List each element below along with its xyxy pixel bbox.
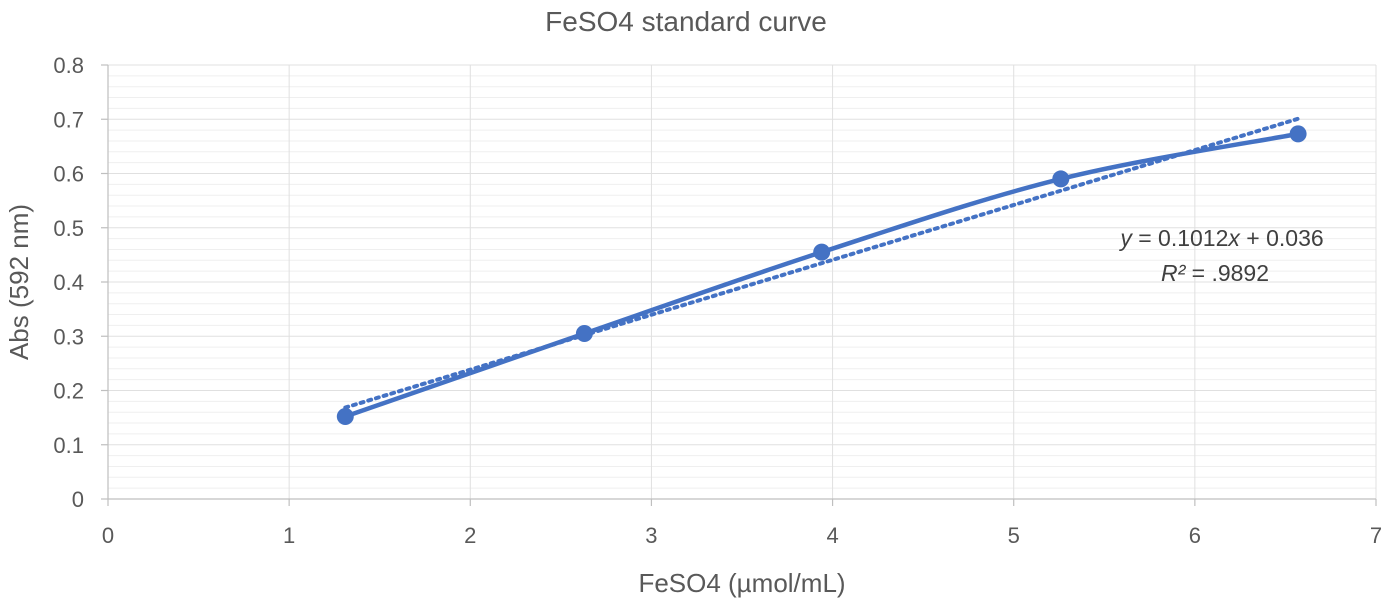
axis-layer	[101, 64, 1377, 506]
trendline	[343, 116, 1301, 410]
x-tick-label: 6	[1189, 523, 1201, 548]
r-squared-symbol: R²	[1161, 260, 1187, 286]
x-tick-label: 1	[283, 523, 295, 548]
x-tick-label: 7	[1370, 523, 1382, 548]
equation-y-symbol: y	[1118, 225, 1133, 251]
trendline-layer	[343, 116, 1301, 410]
data-point	[1052, 170, 1070, 188]
grid-layer	[108, 64, 1377, 499]
trendline-equation: y = 0.1012x + 0.036	[1118, 225, 1323, 251]
equation-slope: = 0.1012	[1132, 225, 1229, 251]
y-tick-label: 0.2	[53, 379, 84, 404]
y-tick-label: 0.6	[53, 162, 84, 187]
equation-intercept: + 0.036	[1240, 225, 1324, 251]
y-tick-label: 0.5	[53, 216, 84, 241]
data-point	[336, 408, 354, 426]
x-tick-label: 0	[102, 523, 114, 548]
r-squared-value: = .9892	[1185, 260, 1269, 286]
y-tick-label: 0	[72, 487, 84, 512]
x-tick-label: 2	[464, 523, 476, 548]
r-squared-label: R² = .9892	[1161, 260, 1269, 286]
data-point	[813, 243, 831, 261]
data-point	[575, 325, 593, 343]
x-axis-title: FeSO4 (µmol/mL)	[638, 568, 845, 598]
data-point	[1289, 125, 1307, 143]
y-tick-label: 0.3	[53, 324, 84, 349]
y-tick-label: 0.8	[53, 53, 84, 78]
x-tick-label: 3	[645, 523, 657, 548]
data-points	[336, 125, 1307, 426]
y-tick-label: 0.4	[53, 270, 84, 295]
equation-x-symbol: x	[1227, 225, 1241, 251]
x-tick-label: 4	[826, 523, 838, 548]
y-tick-label: 0.1	[53, 433, 84, 458]
series-layer	[343, 131, 1301, 419]
tick-labels: 0 0.1 0.2 0.3 0.4 0.5 0.6 0.7 0.8 0 1 2 3 4 5 6 7	[53, 53, 1382, 548]
x-tick-label: 5	[1008, 523, 1020, 548]
y-tick-label: 0.7	[53, 107, 84, 132]
series-line	[343, 131, 1301, 419]
y-axis-title: Abs (592 nm)	[4, 204, 34, 360]
chart-title: FeSO4 standard curve	[545, 6, 827, 37]
